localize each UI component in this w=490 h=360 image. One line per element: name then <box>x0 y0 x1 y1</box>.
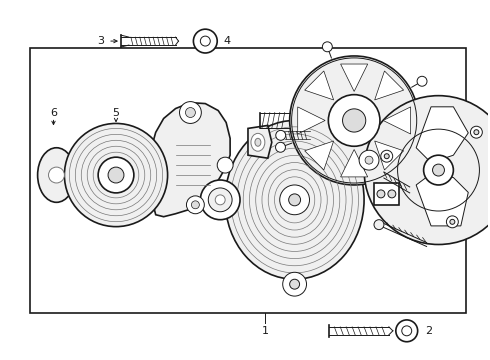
Circle shape <box>208 188 232 212</box>
Ellipse shape <box>38 148 75 202</box>
Circle shape <box>377 190 385 198</box>
Text: 6: 6 <box>50 108 57 117</box>
Polygon shape <box>375 141 404 170</box>
Circle shape <box>365 156 373 164</box>
Circle shape <box>384 154 389 159</box>
Circle shape <box>64 123 168 227</box>
Circle shape <box>108 167 124 183</box>
Circle shape <box>200 180 240 220</box>
Polygon shape <box>416 107 468 163</box>
Circle shape <box>343 109 366 132</box>
Bar <box>30 48 466 313</box>
Polygon shape <box>341 64 368 91</box>
Ellipse shape <box>251 133 265 151</box>
Ellipse shape <box>215 186 235 214</box>
Ellipse shape <box>225 121 364 279</box>
Circle shape <box>49 167 64 183</box>
Circle shape <box>179 102 201 123</box>
Circle shape <box>450 219 455 224</box>
Polygon shape <box>375 71 404 100</box>
Polygon shape <box>298 107 325 134</box>
Circle shape <box>402 326 412 336</box>
Polygon shape <box>341 149 368 177</box>
Circle shape <box>424 155 453 185</box>
Circle shape <box>290 279 299 289</box>
Circle shape <box>433 164 444 176</box>
Polygon shape <box>149 103 230 217</box>
Circle shape <box>364 96 490 244</box>
Circle shape <box>474 130 479 135</box>
Circle shape <box>374 220 384 230</box>
Circle shape <box>98 157 134 193</box>
Polygon shape <box>248 125 272 158</box>
Circle shape <box>187 196 204 214</box>
Circle shape <box>359 150 379 170</box>
Circle shape <box>194 29 217 53</box>
Circle shape <box>217 157 233 173</box>
Circle shape <box>215 195 225 205</box>
Text: 2: 2 <box>425 326 432 336</box>
Circle shape <box>185 108 196 117</box>
Text: 4: 4 <box>223 36 231 46</box>
Text: 3: 3 <box>98 36 105 46</box>
Ellipse shape <box>255 138 261 146</box>
Polygon shape <box>383 107 411 134</box>
Circle shape <box>446 216 458 228</box>
Circle shape <box>200 36 210 46</box>
Circle shape <box>417 76 427 86</box>
Circle shape <box>275 142 286 152</box>
Polygon shape <box>305 141 334 170</box>
Circle shape <box>381 150 392 162</box>
Circle shape <box>280 185 310 215</box>
Text: 1: 1 <box>261 326 269 336</box>
Circle shape <box>376 189 386 199</box>
Bar <box>374 183 399 205</box>
Circle shape <box>192 201 199 209</box>
Polygon shape <box>305 71 334 100</box>
Circle shape <box>283 272 307 296</box>
Circle shape <box>322 42 332 52</box>
Circle shape <box>396 320 417 342</box>
Circle shape <box>289 194 300 206</box>
Text: 5: 5 <box>113 108 120 117</box>
Circle shape <box>328 95 380 146</box>
Circle shape <box>290 56 418 185</box>
Circle shape <box>276 130 286 140</box>
Circle shape <box>388 190 396 198</box>
Polygon shape <box>416 174 468 226</box>
Circle shape <box>470 126 482 138</box>
